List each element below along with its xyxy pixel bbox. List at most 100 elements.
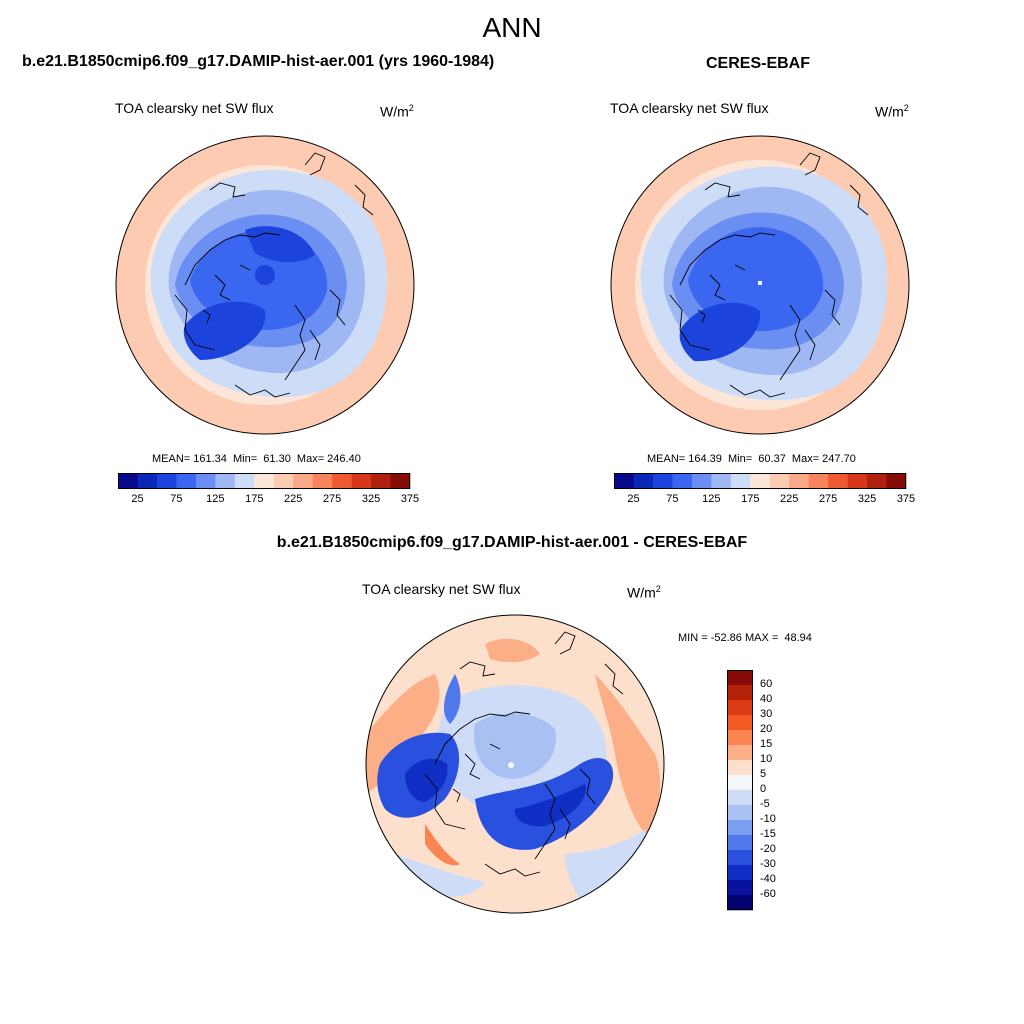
- diff-colorbar-swatch: [727, 745, 753, 761]
- diff-colorbar-tick-label: 40: [760, 693, 773, 705]
- model-polar-map: [115, 135, 415, 435]
- obs-colorbar-tick-label: 75: [666, 493, 679, 505]
- model-colorbar-swatch: [234, 473, 255, 489]
- diff-colorbar-tick-label: -40: [760, 873, 776, 885]
- obs-colorbar-swatch: [886, 473, 907, 489]
- obs-colorbar-tick-label: 175: [741, 493, 760, 505]
- diff-colorbar-swatch: [727, 835, 753, 851]
- diff-colorbar-swatch: [727, 805, 753, 821]
- diff-colorbar-tick-label: -10: [760, 813, 776, 825]
- model-colorbar-outline: [118, 473, 410, 489]
- model-colorbar-swatch: [371, 473, 391, 489]
- model-colorbar-tick-label: 325: [361, 493, 381, 505]
- model-colorbar-tick-label: 25: [131, 493, 144, 505]
- model-colorbar-swatch: [195, 473, 216, 489]
- model-colorbar-swatch: [312, 473, 333, 489]
- obs-colorbar-tick-label: 25: [627, 493, 640, 505]
- diff-colorbar-tick-label: 20: [760, 723, 773, 735]
- diff-variable-label: TOA clearsky net SW flux: [362, 581, 521, 597]
- model-variable-label: TOA clearsky net SW flux: [115, 100, 274, 116]
- obs-colorbar-swatch: [808, 473, 829, 489]
- diff-colorbar-tick-label: -20: [760, 843, 776, 855]
- obs-colorbar: [614, 473, 907, 489]
- diff-colorbar: [727, 670, 753, 911]
- diff-colorbar-swatch: [727, 715, 753, 731]
- diff-colorbar-ticks: 60 40 30 20 15 10 5 0 -5 -10 -15 -20 -30 -40 -60: [760, 670, 800, 910]
- obs-colorbar-tick-label: 375: [896, 493, 916, 505]
- diff-case-title: b.e21.B1850cmip6.f09_g17.DAMIP-hist-aer.…: [276, 534, 748, 551]
- diff-colorbar-tick-label: 15: [760, 738, 773, 750]
- obs-colorbar-swatch: [750, 473, 771, 489]
- obs-colorbar-tick-label: 325: [857, 493, 877, 505]
- obs-colorbar-swatch: [652, 473, 673, 489]
- diff-colorbar-swatch: [727, 865, 753, 881]
- diff-colorbar-swatch: [727, 895, 753, 911]
- model-colorbar-tick-label: 75: [170, 493, 183, 505]
- obs-colorbar-outline: [614, 473, 906, 489]
- model-colorbar-swatch: [137, 473, 158, 489]
- obs-colorbar-swatch: [691, 473, 712, 489]
- diff-colorbar-swatch: [727, 775, 753, 791]
- obs-colorbar-swatch: [789, 473, 809, 489]
- diff-colorbar-swatch: [727, 880, 753, 896]
- diff-colorbar-tick-label: 60: [760, 678, 773, 690]
- model-stats: MEAN= 161.34 Min= 61.30 Max= 246.40: [152, 453, 361, 465]
- model-colorbar-tick-label: 275: [322, 493, 342, 505]
- obs-colorbar-swatch: [614, 473, 634, 489]
- diff-colorbar-tick-label: 5: [760, 768, 767, 780]
- diff-colorbar-tick-label: -60: [760, 888, 776, 900]
- model-colorbar-swatch: [293, 473, 313, 489]
- obs-colorbar-swatch: [769, 473, 790, 489]
- diff-colorbar-swatch: [727, 790, 753, 806]
- diff-stats: MIN = -52.86 MAX = 48.94: [678, 632, 812, 644]
- obs-colorbar-tick-label: 125: [702, 493, 721, 505]
- obs-colorbar-swatch: [867, 473, 887, 489]
- obs-colorbar-swatch: [828, 473, 848, 489]
- model-case-title: b.e21.B1850cmip6.f09_g17.DAMIP-hist-aer.…: [22, 53, 495, 70]
- season-title: ANN: [482, 12, 542, 43]
- diff-colorbar-swatch: [727, 850, 753, 866]
- obs-stats: MEAN= 164.39 Min= 60.37 Max= 247.70: [647, 453, 856, 465]
- model-colorbar-swatch: [118, 473, 138, 489]
- diff-colorbar-swatch: [727, 700, 753, 716]
- diff-polar-map: [365, 614, 665, 914]
- model-colorbar-swatch: [176, 473, 197, 489]
- model-colorbar-swatch: [390, 473, 411, 489]
- obs-units-label: W/m2: [875, 103, 909, 120]
- obs-case-title: CERES-EBAF: [706, 55, 811, 72]
- obs-colorbar-swatch: [633, 473, 654, 489]
- obs-colorbar-ticks: 25 75 125 175 225 275 325 375: [614, 493, 915, 509]
- model-colorbar: [118, 473, 411, 489]
- model-units-label: W/m2: [380, 103, 414, 120]
- obs-colorbar-tick-label: 225: [780, 493, 799, 505]
- model-colorbar-tick-label: 125: [206, 493, 225, 505]
- diff-units-label: W/m2: [627, 584, 661, 601]
- model-colorbar-swatch: [332, 473, 352, 489]
- diff-colorbar-swatch: [727, 730, 753, 746]
- obs-colorbar-tick-label: 275: [818, 493, 838, 505]
- diff-colorbar-tick-label: 10: [760, 753, 773, 765]
- model-colorbar-tick-label: 175: [245, 493, 264, 505]
- obs-colorbar-swatch: [847, 473, 868, 489]
- diff-colorbar-outline: [727, 670, 753, 910]
- model-colorbar-swatch: [273, 473, 294, 489]
- model-colorbar-swatch: [351, 473, 372, 489]
- model-colorbar-swatch: [254, 473, 275, 489]
- obs-colorbar-swatch: [730, 473, 751, 489]
- diff-colorbar-swatch: [727, 820, 753, 836]
- diff-colorbar-swatch: [727, 685, 753, 701]
- diff-colorbar-tick-label: -15: [760, 828, 776, 840]
- obs-colorbar-swatch: [711, 473, 732, 489]
- obs-polar-map: [610, 135, 910, 435]
- diff-colorbar-tick-label: 0: [760, 783, 767, 795]
- model-colorbar-swatch: [215, 473, 236, 489]
- model-colorbar-swatch: [156, 473, 177, 489]
- model-colorbar-tick-label: 225: [284, 493, 303, 505]
- diff-colorbar-tick-label: -5: [760, 798, 770, 810]
- obs-variable-label: TOA clearsky net SW flux: [610, 100, 769, 116]
- diff-colorbar-swatch: [727, 670, 753, 686]
- diff-colorbar-swatch: [727, 760, 753, 776]
- model-colorbar-tick-label: 375: [400, 493, 420, 505]
- obs-colorbar-swatch: [672, 473, 693, 489]
- diff-colorbar-tick-label: -30: [760, 858, 776, 870]
